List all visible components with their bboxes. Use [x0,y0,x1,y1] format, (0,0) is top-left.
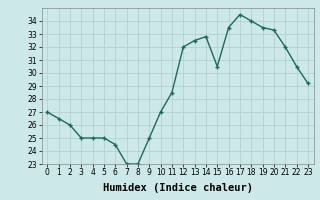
X-axis label: Humidex (Indice chaleur): Humidex (Indice chaleur) [103,183,252,193]
